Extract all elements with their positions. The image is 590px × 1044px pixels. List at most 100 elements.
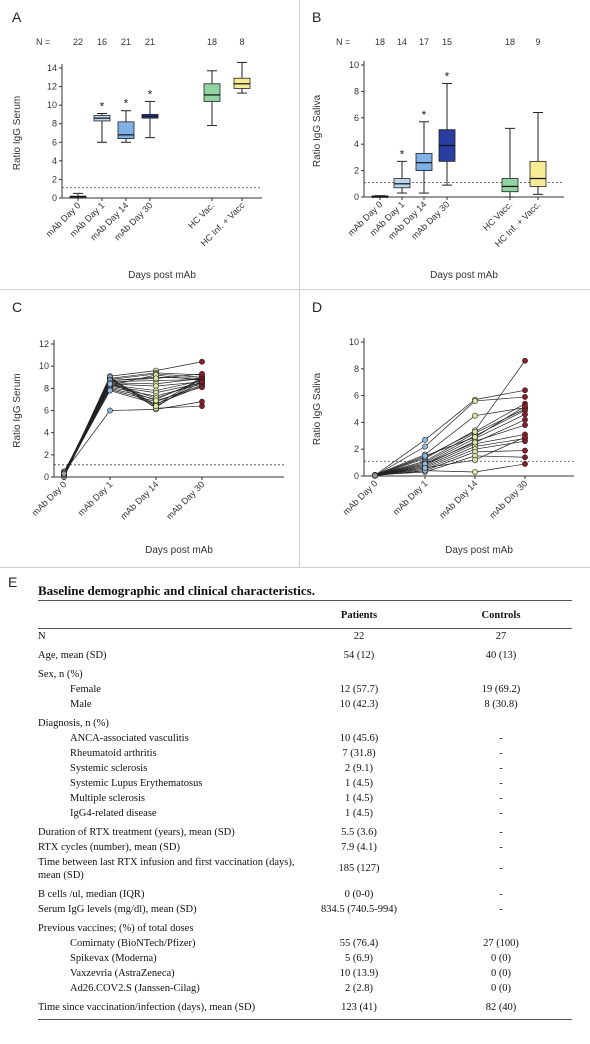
box-1 (371, 195, 389, 198)
n-count: 21 (145, 37, 155, 47)
patients-value: 12 (57.7) (339, 684, 379, 695)
controls-value: - (499, 827, 503, 838)
row-label: Ad26.COV2.S (Janssen-Cilag) (70, 983, 200, 994)
y-tick-label: 8 (354, 86, 359, 96)
n-count: 22 (73, 37, 83, 47)
patient-line-4 (374, 360, 526, 477)
demographics-table: Patients Controls N 22 27 Age, mean (SD) 54 … (38, 600, 572, 1020)
table-row: IgG4-related disease 1 (4.5) - (38, 806, 572, 821)
table-row: B cells /ul, median (IQR) 0 (0-0) - (38, 887, 572, 902)
patients-value: 54 (12) (343, 650, 375, 661)
panel-a-serum-boxplot: A 0 2 4 6 8 10 12 14 Ratio IgG Serum mAb Day 0 mAb … (0, 0, 300, 290)
n-count: 17 (419, 37, 429, 47)
row-label: Rheumatoid arthritis (70, 748, 157, 759)
patients-value: 123 (41) (341, 1002, 377, 1013)
data-point (522, 454, 528, 461)
box-4 (438, 82, 456, 186)
box-5 (203, 70, 221, 127)
patients-value: 5.5 (3.6) (341, 827, 377, 838)
patients-value: 1 (4.5) (345, 778, 373, 789)
significance-star: * (100, 100, 105, 114)
y-tick-label: 10 (47, 100, 57, 110)
data-point (522, 394, 528, 400)
y-tick-label: 14 (47, 63, 57, 73)
data-point (153, 397, 159, 404)
row-label: Multiple sclerosis (70, 793, 145, 804)
data-point (199, 384, 205, 391)
data-point (522, 357, 528, 364)
data-point (153, 375, 159, 382)
controls-value: - (499, 763, 503, 774)
table-row: Previous vaccines; (%) of total doses (38, 921, 572, 936)
y-axis-label: Ratio IgG Serum (12, 96, 23, 170)
data-point (107, 381, 113, 387)
patient-line-5 (374, 408, 526, 476)
controls-value: - (499, 904, 503, 915)
panel-d-chart: D 0 2 4 6 8 10 Ratio IgG Saliva mAb Day 0 mAb Day… (312, 299, 574, 556)
row-label: Time since vaccination/infection (days),… (38, 1002, 256, 1013)
n-count: 9 (535, 37, 540, 47)
controls-value: - (499, 748, 503, 759)
box-5 (501, 127, 519, 198)
controls-value: 27 (100) (483, 938, 519, 949)
row-label: ANCA-associated vasculitis (70, 733, 189, 744)
row-label: RTX cycles (number), mean (SD) (38, 842, 180, 853)
patient-line-1 (374, 389, 526, 476)
patient-line-9 (374, 434, 526, 476)
y-tick-label: 6 (52, 137, 57, 147)
x-axis-label: Days post mAb (145, 545, 213, 556)
box-3 (415, 121, 433, 194)
panel-e-demographics: E Baseline demographic and clinical char… (0, 568, 590, 1044)
data-point (107, 387, 113, 394)
controls-value: - (499, 808, 503, 819)
x-tick-label: mAb Day 14 (118, 479, 160, 521)
controls-value: 27 (495, 631, 507, 642)
y-tick-label: 10 (39, 361, 49, 371)
patient-line-3 (374, 407, 526, 476)
controls-value: 19 (69.2) (481, 684, 521, 695)
panel-b-saliva-boxplot: B 0 2 4 6 8 10 Ratio IgG Saliva mAb Day 0 mAb Day… (300, 0, 590, 290)
patients-value: 10 (42.3) (339, 699, 379, 710)
x-tick-label: mAb Day 1 (391, 478, 430, 517)
table-row: Age, mean (SD) 54 (12) 40 (13) (38, 648, 572, 663)
controls-value: 82 (40) (485, 1002, 517, 1013)
table-title: Baseline demographic and clinical charac… (38, 583, 315, 598)
row-label: Time between last RTX infusion and first… (38, 857, 295, 881)
box-2 (393, 160, 411, 194)
y-tick-label: 6 (354, 113, 359, 123)
controls-value: - (499, 842, 503, 853)
controls-value: - (499, 778, 503, 789)
y-tick-label: 6 (354, 391, 359, 401)
y-axis-label: Ratio IgG Saliva (312, 372, 323, 445)
table-row: Spikevax (Moderna) 5 (6.9) 0 (0) (38, 951, 572, 966)
y-tick-label: 10 (349, 337, 359, 347)
y-axis-label: Ratio IgG Saliva (312, 94, 323, 167)
n-count: 18 (375, 37, 385, 47)
table-row: Time between last RTX infusion and first… (38, 855, 572, 883)
data-point (522, 403, 528, 410)
data-point (522, 387, 528, 394)
data-point (61, 470, 67, 477)
row-label: Serum IgG levels (mg/dl), mean (SD) (38, 904, 197, 915)
patients-value: 55 (76.4) (339, 938, 379, 949)
row-label: Duration of RTX treatment (years), mean … (38, 827, 235, 838)
controls-value: - (499, 793, 503, 804)
controls-value: - (499, 863, 503, 874)
data-point (472, 398, 478, 404)
controls-value: - (499, 889, 503, 900)
row-label: Female (70, 684, 101, 695)
data-point (472, 457, 478, 463)
data-point (522, 434, 528, 441)
y-tick-label: 4 (52, 156, 57, 166)
y-tick-label: 6 (44, 406, 49, 416)
table-row: Serum IgG levels (mg/dl), mean (SD) 834.5… (38, 902, 572, 917)
patient-line-10 (63, 383, 203, 477)
box-iqr (117, 121, 135, 139)
row-label: IgG4-related disease (70, 808, 157, 819)
row-label: N (38, 631, 46, 642)
panel-letter-b: B (312, 9, 321, 25)
n-count: 18 (505, 37, 515, 47)
data-point (107, 407, 113, 414)
patient-line-14 (374, 463, 526, 476)
